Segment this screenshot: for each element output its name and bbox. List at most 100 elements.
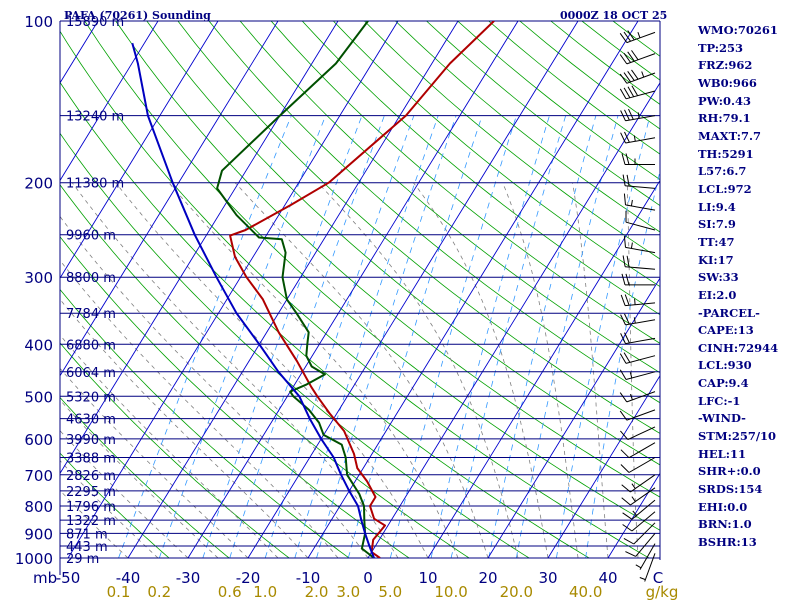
wind-barb-flag: [622, 255, 626, 267]
pressure-label: 200: [24, 175, 53, 193]
wind-barb: [619, 369, 656, 380]
height-label: 7784 m: [66, 307, 116, 322]
mixing-ratio-line: [264, 115, 415, 558]
wind-barb-flag: [627, 51, 635, 62]
wind-barb: [621, 153, 655, 165]
wind-barb-staff: [626, 31, 656, 44]
wind-barb-staff: [631, 511, 656, 532]
temperature-tick-label: -30: [176, 569, 201, 587]
wind-barb-flag: [619, 54, 628, 65]
wind-barb: [619, 69, 656, 84]
plot-title: PAFA (70261) Sounding: [64, 9, 211, 22]
temperature-tick-label: -10: [296, 569, 321, 587]
wind-barb-flag: [631, 50, 639, 61]
height-label: 6880 m: [66, 338, 116, 353]
wind-barb-staff: [625, 266, 656, 270]
mixing-ratio-label: 0.6: [218, 583, 242, 600]
wind-barb-staff: [625, 115, 656, 122]
index-item: SHR+:0.0: [698, 464, 761, 479]
wind-barb-flag: [620, 464, 630, 473]
mixing-ratio-line: [229, 115, 385, 558]
wind-barb-flag: [619, 88, 627, 100]
parcel-trace: [131, 42, 375, 558]
pressure-label: 600: [24, 431, 53, 449]
isotherm: [307, 21, 639, 558]
index-item: WMO:70261: [698, 23, 778, 37]
mixing-ratio-line: [389, 115, 517, 558]
wind-barb-flag: [622, 174, 626, 186]
moist-adiabat: [71, 182, 399, 558]
isotherm: [187, 21, 519, 558]
index-item: CINH:72944: [698, 340, 779, 355]
wind-barb-flag: [621, 484, 631, 493]
mixing-ratio-line: [515, 115, 619, 558]
pressure-label: 900: [24, 525, 53, 543]
moist-adiabat: [168, 182, 459, 558]
moist-adiabat: [60, 460, 159, 558]
temperature-tick-label: -50: [56, 569, 81, 587]
wind-barb-flag: [622, 524, 633, 532]
height-label: 4630 m: [66, 413, 116, 428]
wind-barb-staff: [625, 319, 656, 326]
wind-barb: [619, 30, 656, 44]
height-label: 443 m: [66, 540, 108, 555]
mixing-ratio-label: 5.0: [378, 583, 402, 600]
wind-barb-staff: [625, 302, 656, 307]
wind-barb: [623, 193, 656, 211]
height-label: 15890 m: [66, 15, 124, 30]
wind-barb-flag: [623, 31, 632, 42]
wind-barb: [619, 85, 656, 100]
wind-barb-flag: [627, 71, 635, 81]
wind-barb-flag: [619, 392, 628, 403]
wind-barb-staff: [631, 499, 656, 520]
wind-barb-staff: [625, 137, 656, 144]
temperature-trace: [229, 21, 495, 558]
x-axis-label: C: [653, 569, 663, 587]
index-item: KI:17: [698, 252, 734, 267]
height-label: 6064 m: [66, 366, 116, 381]
index-item: TP:253: [698, 40, 744, 55]
wind-barb-staff: [625, 355, 656, 364]
y-axis-label: mb: [33, 569, 57, 587]
wind-barb-staff: [628, 442, 656, 459]
mixing-ratio-label: 2.0: [305, 583, 329, 600]
stability-indices: WMO:70261 TP:253 FRZ:962 WB0:966 PW:0.43 RH:7…: [698, 22, 778, 552]
mixing-ratio-line: [316, 115, 457, 558]
wind-barb: [620, 294, 656, 307]
index-item: SW:33: [698, 270, 739, 285]
mixing-ratio-label: 0.2: [147, 583, 171, 600]
pressure-label: 800: [24, 498, 53, 516]
moist-adiabat: [60, 259, 339, 558]
moist-adiabat: [413, 182, 549, 558]
wind-barb-staff: [625, 246, 656, 254]
wind-barb-flag: [623, 72, 632, 83]
wind-barb-staff: [630, 487, 656, 506]
isotherm: [127, 21, 459, 558]
index-item: SRDS:154: [698, 482, 763, 497]
wind-barb-staff: [644, 553, 656, 582]
mixing-ratio-line: [347, 115, 483, 558]
mixing-ratio-line: [294, 115, 439, 558]
index-item: MAXT:7.7: [698, 128, 761, 143]
wind-barb-flag: [620, 449, 630, 459]
height-label: 1796 m: [66, 500, 116, 515]
index-item: PW:0.43: [698, 93, 752, 108]
isotherm: [427, 179, 660, 558]
mixing-ratio-line: [202, 115, 363, 558]
index-item: TH:5291: [698, 146, 754, 161]
mixing-ratio-label: 0.1: [107, 583, 131, 600]
isotherm: [67, 21, 399, 558]
mixing-ratio-label: 1.0: [253, 583, 277, 600]
wind-barb-flag: [625, 273, 630, 286]
wind-barb-half-flag: [629, 394, 633, 400]
dry-adiabat: [60, 30, 650, 558]
wind-barb-half-flag: [629, 372, 633, 379]
temperature-tick-label: -20: [236, 569, 261, 587]
temperature-tick-label: 40: [598, 569, 617, 587]
wind-barb-flag: [619, 410, 628, 421]
index-item: LFC:-1: [698, 393, 741, 408]
height-label: 1322 m: [66, 514, 116, 529]
moist-adiabat: [60, 215, 369, 558]
wind-barb-flag: [620, 110, 626, 122]
pressure-label: 400: [24, 336, 53, 354]
